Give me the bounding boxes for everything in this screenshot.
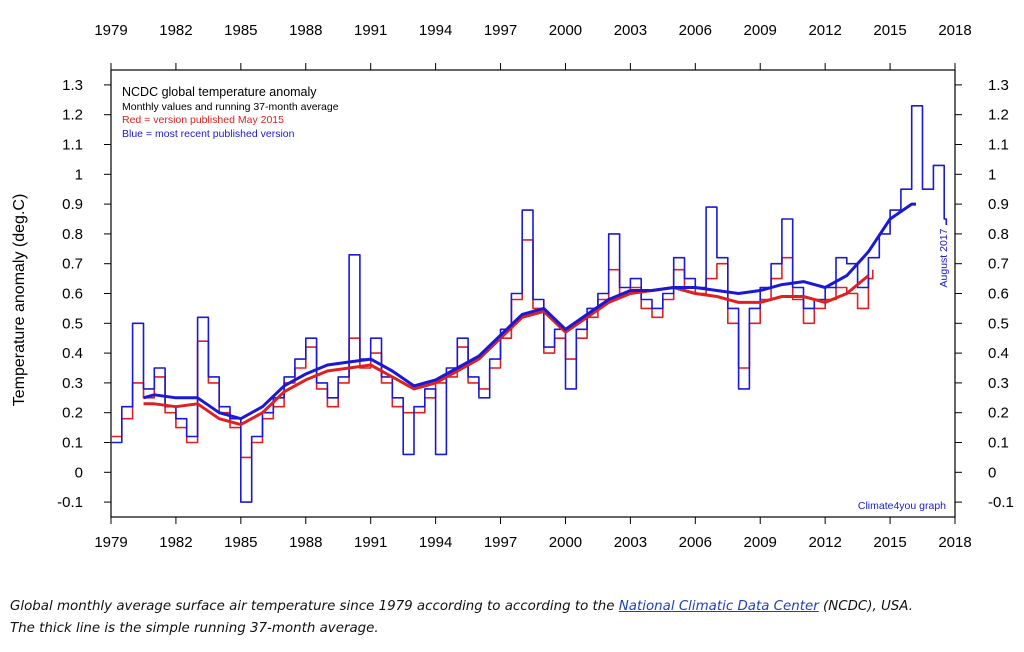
y-tick-label-left: 0.4 <box>62 345 83 362</box>
y-tick-label-right: 0.9 <box>988 196 1009 213</box>
figure-caption: Global monthly average surface air tempe… <box>10 596 1020 640</box>
x-tick-label-top: 2003 <box>614 22 647 39</box>
caption-line-2: The thick line is the simple running 37-… <box>10 621 379 636</box>
ncdc-link[interactable]: National Climatic Data Center <box>618 599 819 614</box>
x-tick-label-top: 2018 <box>938 22 971 39</box>
x-tick-label-top: 2012 <box>808 22 841 39</box>
x-tick-label-bottom: 2009 <box>744 534 777 551</box>
caption-line-1: Global monthly average surface air tempe… <box>10 596 1020 618</box>
y-tick-label-right: 1.1 <box>988 137 1009 154</box>
x-tick-label-bottom: 2000 <box>549 534 582 551</box>
y-tick-label-right: 1 <box>988 166 996 183</box>
x-tick-label-bottom: 1982 <box>159 534 192 551</box>
y-tick-label-right: 0 <box>988 464 996 481</box>
y-tick-label-left: 1.2 <box>62 107 83 124</box>
y-tick-label-right: 1.2 <box>988 107 1009 124</box>
y-tick-label-left: 0 <box>75 464 83 481</box>
x-tick-label-bottom: 1988 <box>289 534 322 551</box>
caption-text-before: Global monthly average surface air tempe… <box>10 599 619 614</box>
x-tick-label-top: 1982 <box>159 22 192 39</box>
x-tick-label-bottom: 2018 <box>938 534 971 551</box>
x-tick-label-top: 2009 <box>744 22 777 39</box>
x-tick-label-top: 1991 <box>354 22 387 39</box>
red-running-37-month-average-line <box>143 274 870 427</box>
x-tick-label-bottom: 1985 <box>224 534 257 551</box>
y-tick-label-right: 0.3 <box>988 375 1009 392</box>
x-tick-label-top: 1988 <box>289 22 322 39</box>
x-tick-label-top: 1985 <box>224 22 257 39</box>
axis-ticks: 1979 1979 1982 1982 1985 1985 1988 1988 1991 1991… <box>57 22 1014 551</box>
y-tick-label-right: 0.5 <box>988 315 1009 332</box>
x-tick-label-bottom: 2003 <box>614 534 647 551</box>
y-tick-label-left: 1.1 <box>62 137 83 154</box>
legend-box: NCDC global temperature anomaly Monthly … <box>122 85 339 140</box>
y-tick-label-left: 0.7 <box>62 256 83 273</box>
temperature-anomaly-chart: 1979 1979 1982 1982 1985 1985 1988 1988 1991 1991… <box>11 22 1014 551</box>
y-tick-label-left: 0.2 <box>62 405 83 422</box>
y-axis-label: Temperature anomaly (deg.C) <box>11 194 28 407</box>
x-tick-label-bottom: 1994 <box>419 534 452 551</box>
blue-running-37-month-average-line <box>143 202 916 421</box>
y-tick-label-left: 0.6 <box>62 286 83 303</box>
legend-note-red: Red = version published May 2015 <box>122 114 284 126</box>
y-tick-label-right: 0.4 <box>988 345 1009 362</box>
y-tick-label-left: 0.8 <box>62 226 83 243</box>
data-series <box>111 105 948 503</box>
y-tick-label-right: -0.1 <box>988 494 1014 511</box>
caption-text-after: (NCDC), USA. <box>818 599 913 614</box>
end-date-label: August 2017 <box>938 228 950 287</box>
x-tick-label-bottom: 2015 <box>873 534 906 551</box>
chart-subtitle: Monthly values and running 37-month aver… <box>122 101 339 113</box>
y-tick-label-right: 0.6 <box>988 286 1009 303</box>
y-tick-label-left: 1.3 <box>62 77 83 94</box>
y-tick-label-left: 1 <box>75 166 83 183</box>
x-tick-label-bottom: 1979 <box>94 534 127 551</box>
y-tick-label-left: 0.3 <box>62 375 83 392</box>
x-tick-label-top: 1994 <box>419 22 452 39</box>
x-tick-label-top: 2015 <box>873 22 906 39</box>
x-tick-label-bottom: 1997 <box>484 534 517 551</box>
y-tick-label-left: -0.1 <box>57 494 83 511</box>
x-tick-label-bottom: 2012 <box>808 534 841 551</box>
x-tick-label-bottom: 1991 <box>354 534 387 551</box>
y-tick-label-left: 0.1 <box>62 435 83 452</box>
x-tick-label-top: 1997 <box>484 22 517 39</box>
x-tick-label-top: 1979 <box>94 22 127 39</box>
y-tick-label-left: 0.9 <box>62 196 83 213</box>
credit-label: Climate4you graph <box>858 500 946 512</box>
y-tick-label-right: 0.2 <box>988 405 1009 422</box>
y-tick-label-left: 0.5 <box>62 315 83 332</box>
y-tick-label-right: 1.3 <box>988 77 1009 94</box>
x-tick-label-top: 2006 <box>679 22 712 39</box>
y-tick-label-right: 0.1 <box>988 435 1009 452</box>
x-tick-label-top: 2000 <box>549 22 582 39</box>
legend-note-blue: Blue = most recent published version <box>122 128 295 140</box>
y-tick-label-right: 0.7 <box>988 256 1009 273</box>
chart-title: NCDC global temperature anomaly <box>122 85 317 99</box>
x-tick-label-bottom: 2006 <box>679 534 712 551</box>
y-tick-label-right: 0.8 <box>988 226 1009 243</box>
